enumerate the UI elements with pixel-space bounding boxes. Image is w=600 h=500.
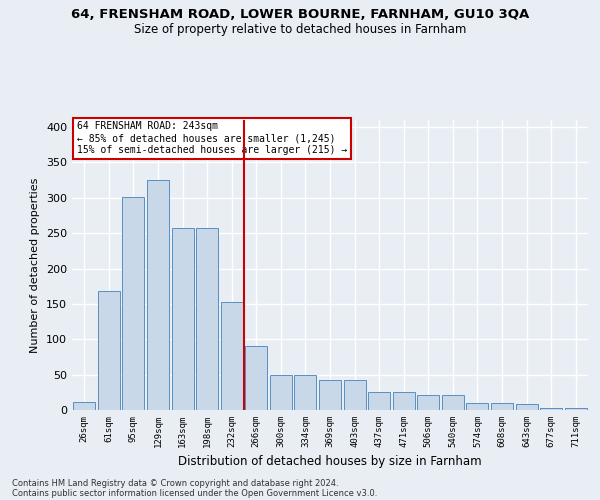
Text: Size of property relative to detached houses in Farnham: Size of property relative to detached ho…: [134, 22, 466, 36]
Text: 64, FRENSHAM ROAD, LOWER BOURNE, FARNHAM, GU10 3QA: 64, FRENSHAM ROAD, LOWER BOURNE, FARNHAM…: [71, 8, 529, 20]
Bar: [491, 403, 513, 410]
Bar: [540, 408, 562, 410]
Bar: [392, 392, 415, 410]
Bar: [270, 374, 292, 410]
Bar: [98, 291, 120, 410]
Text: 64 FRENSHAM ROAD: 243sqm
← 85% of detached houses are smaller (1,245)
15% of sem: 64 FRENSHAM ROAD: 243sqm ← 85% of detach…: [77, 122, 347, 154]
Bar: [368, 392, 390, 410]
Bar: [417, 395, 439, 410]
Bar: [295, 374, 316, 410]
Bar: [515, 404, 538, 410]
Bar: [73, 402, 95, 410]
X-axis label: Distribution of detached houses by size in Farnham: Distribution of detached houses by size …: [178, 456, 482, 468]
Bar: [466, 403, 488, 410]
Text: Contains HM Land Registry data © Crown copyright and database right 2024.: Contains HM Land Registry data © Crown c…: [12, 478, 338, 488]
Bar: [172, 228, 194, 410]
Bar: [565, 408, 587, 410]
Bar: [442, 395, 464, 410]
Bar: [221, 302, 243, 410]
Y-axis label: Number of detached properties: Number of detached properties: [31, 178, 40, 352]
Bar: [344, 380, 365, 410]
Bar: [319, 380, 341, 410]
Bar: [122, 197, 145, 410]
Bar: [245, 346, 268, 410]
Text: Contains public sector information licensed under the Open Government Licence v3: Contains public sector information licen…: [12, 488, 377, 498]
Bar: [147, 180, 169, 410]
Bar: [196, 228, 218, 410]
